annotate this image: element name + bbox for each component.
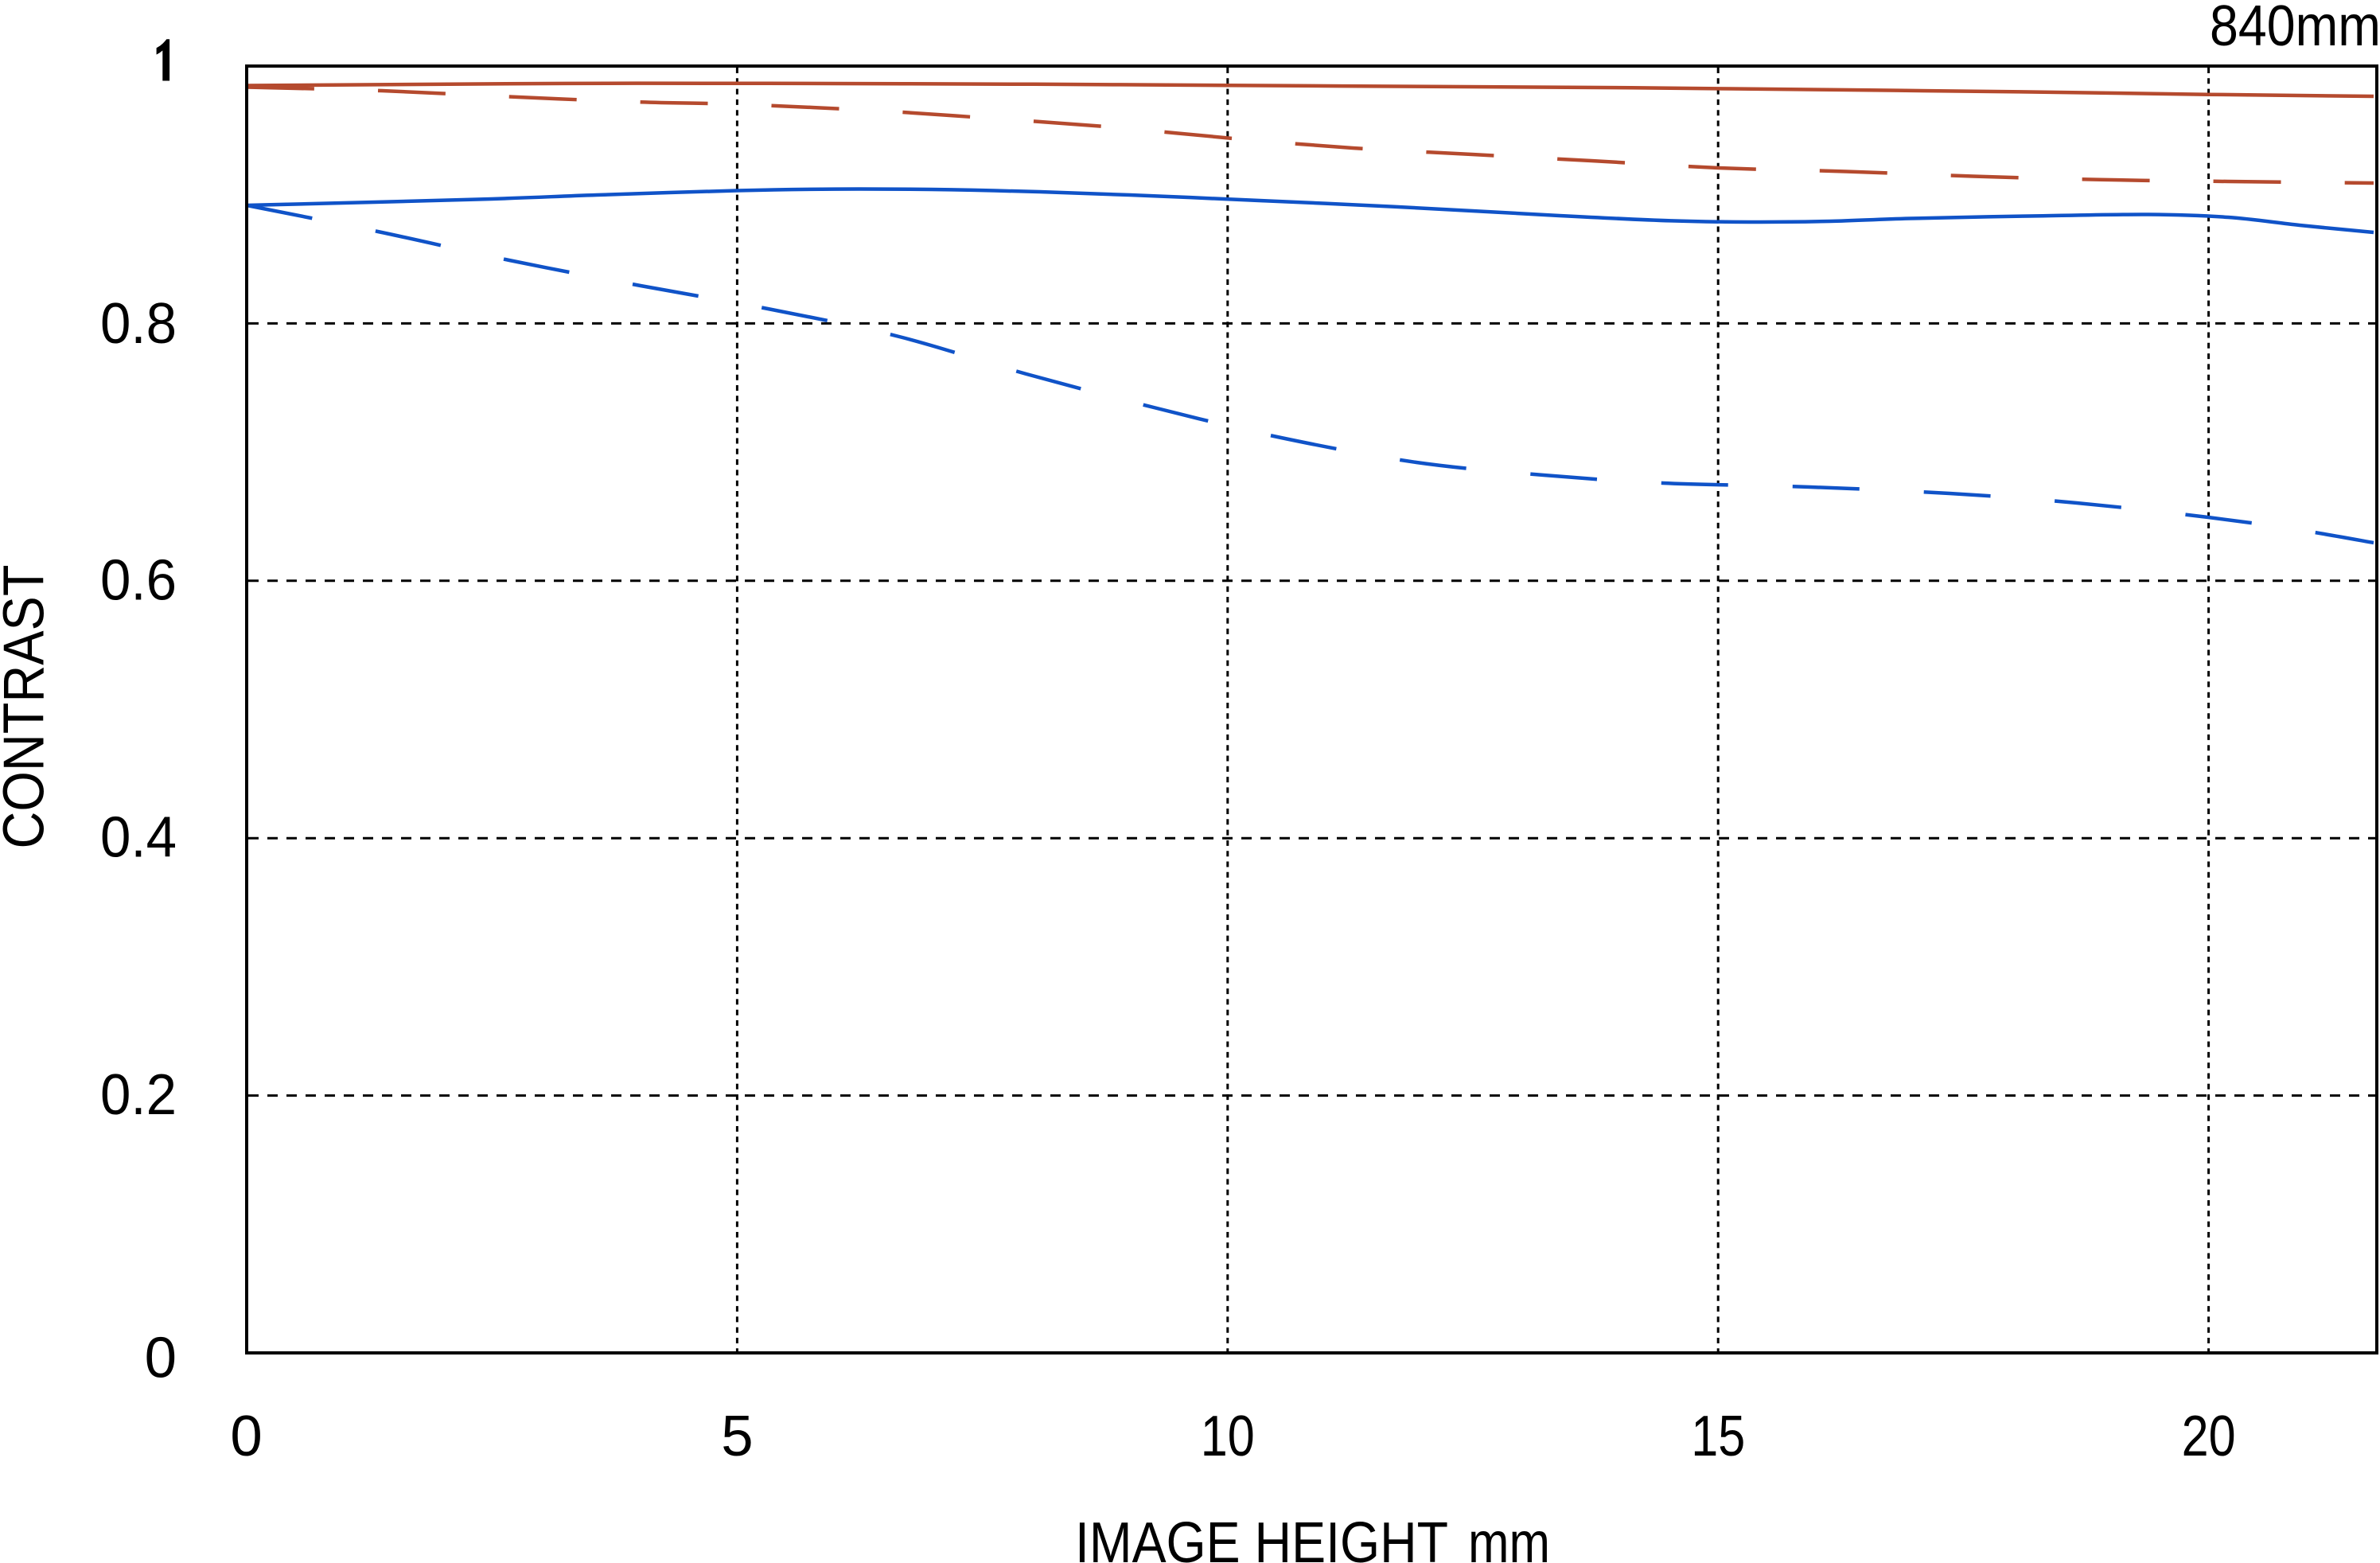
svg-text:0: 0 (145, 1326, 177, 1390)
svg-text:0.6: 0.6 (100, 548, 177, 612)
svg-text:10: 10 (1201, 1404, 1255, 1468)
svg-text:CONTRAST: CONTRAST (0, 565, 56, 849)
svg-text:840mm: 840mm (2210, 0, 2380, 58)
svg-text:0.2: 0.2 (100, 1062, 177, 1127)
svg-text:mm: mm (1468, 1510, 1550, 1563)
svg-text:IMAGE HEIGHT: IMAGE HEIGHT (1075, 1510, 1448, 1563)
svg-text:0.8: 0.8 (100, 291, 177, 356)
svg-text:20: 20 (2182, 1404, 2236, 1468)
svg-text:5: 5 (721, 1404, 753, 1468)
svg-text:0.4: 0.4 (100, 805, 177, 870)
svg-text:15: 15 (1691, 1404, 1745, 1468)
svg-text:0: 0 (230, 1404, 262, 1468)
